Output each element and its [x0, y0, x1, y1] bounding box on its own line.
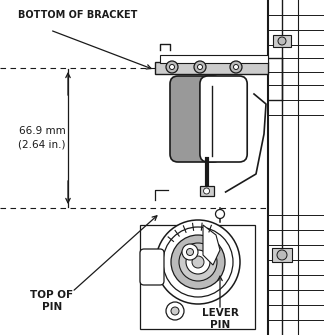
Text: LEVER
PIN: LEVER PIN	[202, 308, 238, 330]
Text: TOP OF
PIN: TOP OF PIN	[30, 290, 74, 312]
Circle shape	[198, 65, 202, 69]
Circle shape	[194, 61, 206, 73]
FancyBboxPatch shape	[140, 249, 164, 285]
Text: BOTTOM OF BRACKET: BOTTOM OF BRACKET	[18, 10, 137, 20]
Bar	[155, 62, 268, 74]
Circle shape	[171, 235, 225, 289]
Circle shape	[156, 220, 240, 304]
FancyBboxPatch shape	[170, 76, 221, 162]
Polygon shape	[203, 225, 220, 265]
Circle shape	[166, 61, 178, 73]
Circle shape	[171, 307, 179, 315]
Circle shape	[163, 227, 233, 297]
Circle shape	[234, 65, 238, 69]
Circle shape	[192, 256, 204, 268]
Circle shape	[186, 250, 210, 274]
Bar	[140, 225, 255, 329]
Circle shape	[278, 37, 286, 45]
Text: 66.9 mm
(2.64 in.): 66.9 mm (2.64 in.)	[18, 126, 66, 150]
Circle shape	[179, 243, 217, 281]
Circle shape	[187, 249, 193, 256]
Bar	[273, 35, 291, 47]
Circle shape	[277, 250, 287, 260]
Bar	[160, 55, 268, 63]
Circle shape	[215, 209, 225, 218]
Circle shape	[230, 61, 242, 73]
Bar	[272, 248, 292, 262]
Bar	[200, 186, 214, 196]
Circle shape	[203, 188, 210, 194]
FancyBboxPatch shape	[200, 76, 247, 162]
Circle shape	[169, 65, 175, 69]
Circle shape	[166, 302, 184, 320]
Circle shape	[182, 244, 198, 260]
